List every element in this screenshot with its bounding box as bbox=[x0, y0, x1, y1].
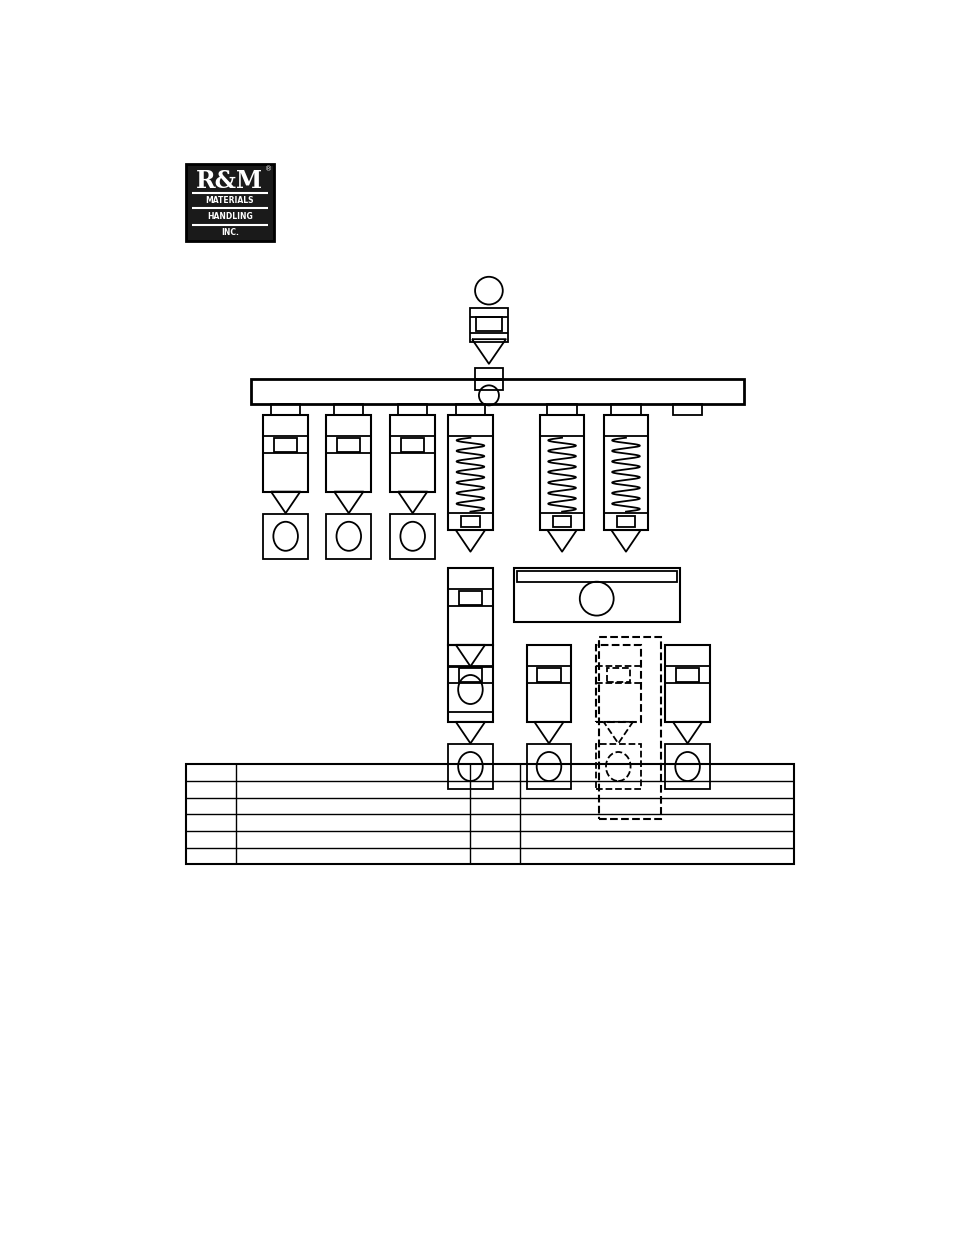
Bar bbox=[547, 404, 577, 415]
Text: ®: ® bbox=[264, 165, 272, 172]
Bar bbox=[185, 764, 793, 864]
Bar bbox=[274, 437, 297, 452]
Bar bbox=[616, 516, 635, 527]
Bar bbox=[552, 516, 571, 527]
Bar bbox=[326, 415, 371, 492]
Bar bbox=[596, 745, 640, 789]
Bar bbox=[539, 415, 584, 530]
Bar bbox=[458, 592, 481, 605]
Bar bbox=[664, 745, 709, 789]
Bar bbox=[397, 404, 427, 415]
Bar bbox=[390, 415, 435, 492]
Bar bbox=[271, 404, 300, 415]
Bar bbox=[526, 745, 571, 789]
Bar bbox=[456, 404, 484, 415]
Bar bbox=[448, 667, 493, 711]
Bar bbox=[263, 514, 308, 558]
Bar bbox=[390, 514, 435, 558]
Bar bbox=[514, 568, 679, 621]
Bar bbox=[469, 308, 508, 342]
Bar bbox=[400, 437, 424, 452]
Bar bbox=[475, 379, 502, 390]
Bar bbox=[676, 668, 699, 682]
Text: R&M: R&M bbox=[196, 168, 263, 193]
Bar bbox=[448, 745, 493, 789]
Bar bbox=[517, 571, 676, 582]
Bar bbox=[598, 637, 659, 819]
Text: HANDLING: HANDLING bbox=[207, 212, 253, 221]
Bar bbox=[611, 404, 640, 415]
Bar bbox=[460, 516, 479, 527]
Bar bbox=[596, 645, 640, 721]
Bar bbox=[326, 514, 371, 558]
Bar bbox=[458, 668, 481, 682]
Bar bbox=[251, 379, 743, 404]
Bar bbox=[448, 415, 493, 530]
Text: MATERIALS: MATERIALS bbox=[205, 196, 253, 205]
Bar bbox=[603, 415, 648, 530]
Bar bbox=[664, 645, 709, 721]
Bar bbox=[526, 645, 571, 721]
Bar bbox=[448, 568, 493, 645]
Bar bbox=[475, 368, 502, 380]
Bar bbox=[476, 317, 501, 331]
Bar bbox=[537, 668, 560, 682]
Bar bbox=[185, 163, 274, 241]
Bar bbox=[336, 437, 360, 452]
Bar bbox=[334, 404, 363, 415]
Text: INC.: INC. bbox=[221, 228, 238, 237]
Bar bbox=[672, 404, 701, 415]
Bar bbox=[606, 668, 629, 682]
Bar bbox=[263, 415, 308, 492]
Bar bbox=[448, 645, 493, 721]
